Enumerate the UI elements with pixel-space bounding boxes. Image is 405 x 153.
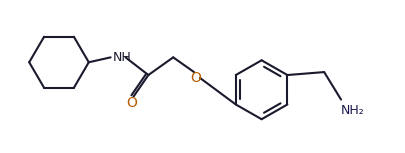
Text: NH: NH [112,51,131,64]
Text: O: O [190,71,201,85]
Text: NH₂: NH₂ [340,104,364,118]
Text: O: O [126,95,136,110]
